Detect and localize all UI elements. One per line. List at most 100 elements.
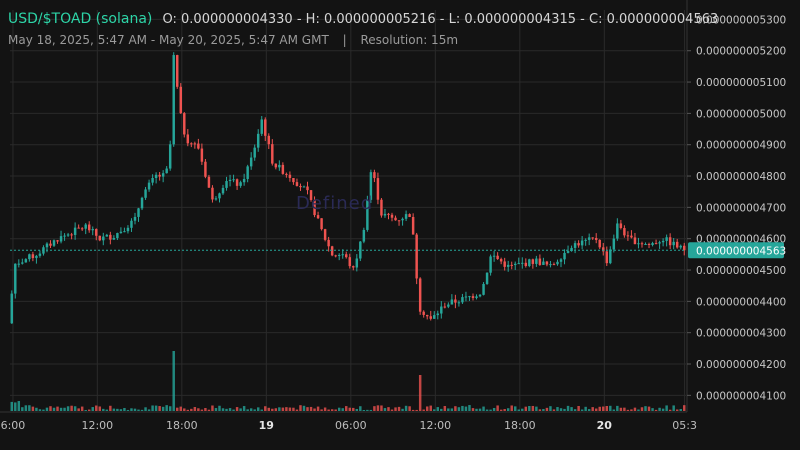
candle-body[interactable] xyxy=(295,182,299,186)
candle-body[interactable] xyxy=(345,254,348,258)
candle-body[interactable] xyxy=(468,296,471,298)
candle-body[interactable] xyxy=(602,247,605,252)
candle-body[interactable] xyxy=(619,223,623,229)
candle-body[interactable] xyxy=(418,278,422,312)
candle-body[interactable] xyxy=(647,244,651,246)
candle-body[interactable] xyxy=(387,213,390,215)
candle-body[interactable] xyxy=(151,177,154,183)
candle-body[interactable] xyxy=(14,263,17,294)
candle-body[interactable] xyxy=(183,113,186,135)
candle-body[interactable] xyxy=(274,163,278,168)
candle-body[interactable] xyxy=(450,299,454,305)
candle-body[interactable] xyxy=(658,242,661,244)
candle-body[interactable] xyxy=(538,258,542,265)
candle-body[interactable] xyxy=(661,240,665,243)
candle-body[interactable] xyxy=(235,179,239,186)
candle-body[interactable] xyxy=(158,174,161,177)
candle-body[interactable] xyxy=(288,174,292,179)
candle-body[interactable] xyxy=(475,296,478,299)
candle-body[interactable] xyxy=(256,133,260,148)
candle-body[interactable] xyxy=(179,86,182,114)
candle-body[interactable] xyxy=(337,254,341,256)
candle-body[interactable] xyxy=(105,234,109,237)
candle-body[interactable] xyxy=(598,239,601,248)
candle-body[interactable] xyxy=(63,235,66,237)
candle-body[interactable] xyxy=(376,178,380,200)
candle-body[interactable] xyxy=(285,173,288,175)
candle-body[interactable] xyxy=(165,168,168,174)
candle-body[interactable] xyxy=(482,283,485,295)
candle-body[interactable] xyxy=(651,243,654,246)
candle-body[interactable] xyxy=(633,237,637,245)
candle-body[interactable] xyxy=(278,164,281,168)
candle-body[interactable] xyxy=(521,262,524,264)
candle-body[interactable] xyxy=(232,179,235,181)
candle-body[interactable] xyxy=(253,147,256,158)
candle-body[interactable] xyxy=(292,178,295,183)
candle-body[interactable] xyxy=(566,251,570,253)
candle-body[interactable] xyxy=(207,176,211,188)
candle-body[interactable] xyxy=(429,316,432,319)
candle-body[interactable] xyxy=(524,262,528,267)
candle-body[interactable] xyxy=(327,239,330,247)
candle-body[interactable] xyxy=(66,234,70,236)
candle-body[interactable] xyxy=(38,253,42,256)
candle-body[interactable] xyxy=(626,235,630,237)
candle-body[interactable] xyxy=(31,254,35,259)
candle-body[interactable] xyxy=(506,264,510,267)
candle-body[interactable] xyxy=(281,164,285,174)
candle-body[interactable] xyxy=(200,148,204,162)
candle-body[interactable] xyxy=(130,220,133,228)
candle-body[interactable] xyxy=(249,157,253,167)
candle-body[interactable] xyxy=(211,187,214,200)
candle-body[interactable] xyxy=(401,218,404,221)
candle-body[interactable] xyxy=(471,296,475,299)
candle-body[interactable] xyxy=(359,241,362,259)
candle-body[interactable] xyxy=(87,224,91,231)
candle-body[interactable] xyxy=(126,227,130,232)
candle-body[interactable] xyxy=(320,218,323,230)
candle-body[interactable] xyxy=(408,214,411,218)
candle-body[interactable] xyxy=(193,143,197,145)
candle-body[interactable] xyxy=(587,237,591,240)
candle-body[interactable] xyxy=(190,143,193,145)
candle-body[interactable] xyxy=(221,187,225,194)
candle-body[interactable] xyxy=(464,296,468,298)
candle-body[interactable] xyxy=(10,293,13,324)
candle-body[interactable] xyxy=(623,228,626,236)
candle-body[interactable] xyxy=(133,216,137,221)
candle-body[interactable] xyxy=(323,229,327,240)
candle-body[interactable] xyxy=(214,198,218,200)
candle-body[interactable] xyxy=(584,239,587,241)
candle-body[interactable] xyxy=(549,264,552,266)
candle-body[interactable] xyxy=(267,135,271,145)
candle-body[interactable] xyxy=(341,254,344,256)
candle-body[interactable] xyxy=(683,245,686,251)
candle-body[interactable] xyxy=(457,302,461,304)
candle-body[interactable] xyxy=(390,214,394,218)
candle-body[interactable] xyxy=(116,233,119,239)
candle-body[interactable] xyxy=(672,241,675,246)
candle-body[interactable] xyxy=(73,227,77,235)
candle-body[interactable] xyxy=(45,243,49,248)
candle-body[interactable] xyxy=(542,261,545,265)
candle-body[interactable] xyxy=(299,185,302,188)
candle-body[interactable] xyxy=(485,272,489,284)
candle-body[interactable] xyxy=(383,213,387,216)
candle-body[interactable] xyxy=(168,144,172,169)
candle-body[interactable] xyxy=(239,182,242,186)
candle-body[interactable] xyxy=(563,252,566,260)
candle-body[interactable] xyxy=(573,243,577,248)
candle-body[interactable] xyxy=(394,217,397,221)
candle-body[interactable] xyxy=(52,240,56,246)
candle-body[interactable] xyxy=(436,313,440,316)
candle-body[interactable] xyxy=(630,235,633,238)
candle-body[interactable] xyxy=(49,243,52,246)
candle-body[interactable] xyxy=(492,255,496,257)
candle-body[interactable] xyxy=(514,263,517,266)
candle-body[interactable] xyxy=(616,223,619,239)
candle-body[interactable] xyxy=(545,261,549,265)
candle-body[interactable] xyxy=(119,231,123,234)
candle-body[interactable] xyxy=(552,264,556,266)
candle-body[interactable] xyxy=(123,231,126,233)
